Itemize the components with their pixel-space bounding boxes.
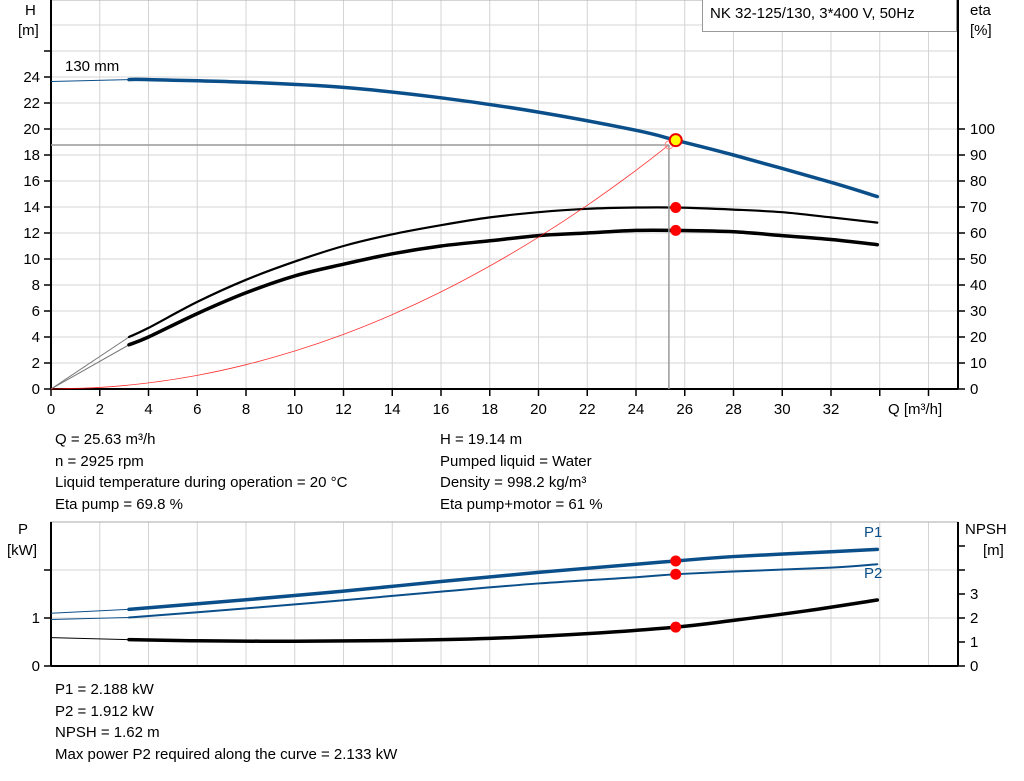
plot-frame-bottom [50,521,959,667]
npsh-tick-label: 2 [970,610,978,627]
q-tick-label: 2 [96,401,104,418]
q-tick-label: 24 [628,401,645,418]
npsh-axis-label: NPSH [965,521,1007,538]
info-top-left: Q = 25.63 m³/h n = 2925 rpm Liquid tempe… [55,429,347,516]
q-tick-label: 32 [823,401,840,418]
info-eta-pump: Eta pump = 69.8 % [55,496,183,514]
info-eta-pump-motor: Eta pump+motor = 61 % [440,496,603,514]
npsh-axis-unit: [m] [983,542,1004,559]
info-npsh: NPSH = 1.62 m [55,724,160,742]
q-tick-label: 16 [433,401,450,418]
eta-tick-label: 90 [970,147,987,164]
h-tick-label: 12 [23,225,40,242]
info-flow: Q = 25.63 m³/h [55,431,156,448]
q-tick-label: 28 [725,401,742,418]
info-temperature: Liquid temperature during operation = 20… [55,474,348,492]
eta-tick-label: 50 [970,251,987,268]
eta-pump-curve-extension [50,336,130,390]
h-axis-unit: [m] [18,22,39,39]
q-tick-label: 0 [47,401,55,418]
eta-tick-label: 70 [970,199,987,216]
system-curve [50,144,670,390]
eta-pump-marker [670,202,682,214]
h-tick-label: 20 [23,121,40,138]
eta-tick-label: 60 [970,225,987,242]
p-axis-unit: [kW] [7,542,37,559]
h-tick-label: 0 [32,381,40,398]
h-tick-label: 2 [32,355,40,372]
eta-pump-motor-marker [670,224,682,236]
q-tick-label: 8 [242,401,250,418]
npsh-tick-label: 1 [970,634,978,651]
q-tick-label: 14 [384,401,401,418]
h-axis-label: H [25,2,36,19]
eta-tick-label: 10 [970,355,987,372]
q-tick-label: 20 [530,401,547,418]
h-tick-label: 6 [32,303,40,320]
eta-axis-label: eta [970,2,992,19]
info-p1: P1 = 2.188 kW [55,681,154,698]
npsh-tick-label: 0 [970,658,978,675]
p-tick-label: 0 [32,658,40,675]
h-tick-label: 24 [23,69,40,86]
eta-tick-label: 30 [970,303,987,320]
eta-axis-unit: [%] [970,22,992,39]
info-top-right: H = 19.14 m Pumped liquid = Water Densit… [440,429,603,516]
head-curve-130mm-extension [50,79,130,83]
q-tick-label: 10 [286,401,303,418]
info-speed: n = 2925 rpm [55,452,144,470]
plot-frame-top [50,0,959,390]
info-head: H = 19.14 m [440,431,523,448]
q-tick-label: 18 [481,401,498,418]
info-liquid: Pumped liquid = Water [440,452,592,470]
npsh-tick-label: 3 [970,586,978,603]
npsh-curve-extension [50,637,130,641]
h-tick-label: 16 [23,173,40,190]
h-tick-label: 8 [32,277,40,294]
npsh-curve [127,598,880,644]
p2-curve [128,563,879,619]
h-tick-label: 14 [23,199,40,216]
info-bottom: P1 = 2.188 kW P2 = 1.912 kW NPSH = 1.62 … [55,679,397,766]
p-tick-label: 1 [32,610,40,627]
eta-pump-motor-curve-extension [50,344,130,390]
eta-tick-label: 100 [970,121,995,138]
eta-pump-curve [127,206,879,339]
eta-tick-label: 80 [970,173,987,190]
pump-title: NK 32-125/130, 3*400 V, 50Hz [710,5,915,22]
operating-point-marker [668,133,683,148]
p2-label: P2 [864,565,882,582]
info-p2: P2 = 1.912 kW [55,702,154,720]
q-tick-label: 22 [579,401,596,418]
q-tick-label: 30 [774,401,791,418]
h-tick-label: 10 [23,251,40,268]
h-tick-label: 4 [32,329,40,346]
npsh-marker [670,621,682,633]
q-axis-label: Q [m³/h] [888,401,942,418]
eta-tick-label: 20 [970,329,987,346]
head-curve-label: 130 mm [65,58,119,75]
p2-marker [670,568,682,580]
p1-curve [127,547,880,612]
p2-curve-extension [50,617,130,620]
h-tick-label: 22 [23,95,40,112]
eta-tick-label: 0 [970,381,978,398]
q-tick-label: 4 [144,401,152,418]
head-curve-130mm [127,77,880,199]
eta-tick-label: 40 [970,277,987,294]
p-axis-label: P [18,521,28,538]
p1-label: P1 [864,524,882,541]
q-tick-label: 26 [676,401,693,418]
pump-title-legend: NK 32-125/130, 3*400 V, 50Hz [702,0,957,32]
p1-marker [670,555,682,567]
q-tick-label: 12 [335,401,352,418]
info-max-power: Max power P2 required along the curve = … [55,746,398,764]
eta-pump-motor-curve [127,228,880,347]
h-tick-label: 18 [23,147,40,164]
info-density: Density = 998.2 kg/m³ [440,474,587,492]
q-tick-label: 6 [193,401,201,418]
p1-curve-extension [50,608,130,614]
